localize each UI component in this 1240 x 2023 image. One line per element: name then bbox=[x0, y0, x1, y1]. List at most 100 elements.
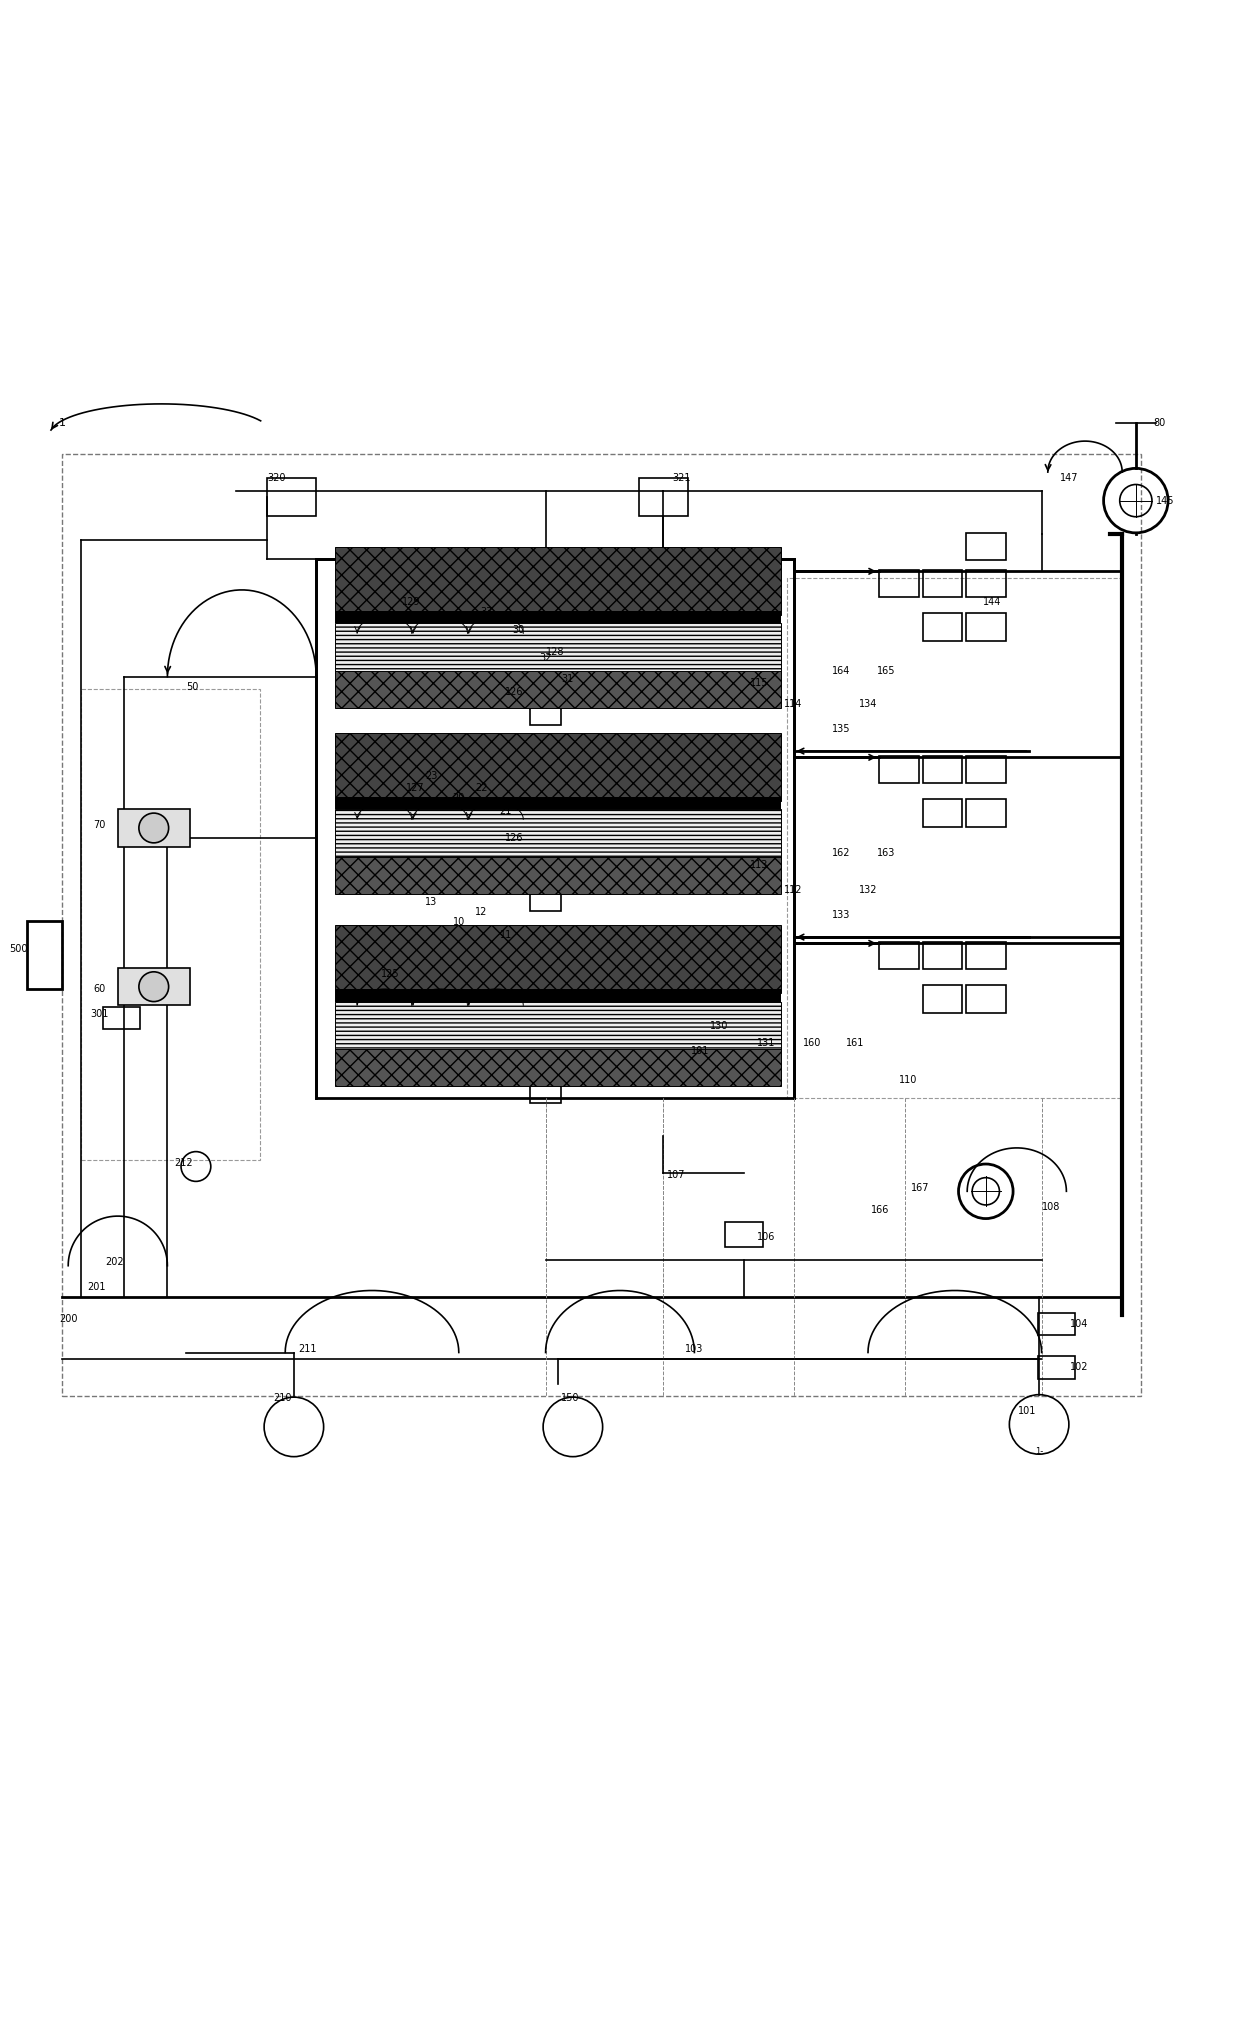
Bar bbox=[27, 920, 62, 989]
Circle shape bbox=[139, 813, 169, 844]
Text: 212: 212 bbox=[174, 1157, 193, 1167]
Text: 160: 160 bbox=[804, 1038, 821, 1048]
Text: 30: 30 bbox=[512, 625, 525, 635]
Text: 22: 22 bbox=[475, 783, 487, 793]
Bar bbox=[335, 856, 781, 894]
Text: 60: 60 bbox=[93, 983, 105, 993]
Bar bbox=[725, 1222, 763, 1246]
Text: 500: 500 bbox=[10, 945, 27, 955]
Bar bbox=[879, 570, 919, 597]
Text: 11: 11 bbox=[500, 931, 512, 939]
Text: 128: 128 bbox=[547, 647, 564, 657]
Text: 201: 201 bbox=[88, 1283, 105, 1293]
Text: 50: 50 bbox=[186, 682, 198, 692]
Text: 20: 20 bbox=[453, 793, 465, 803]
Text: 129: 129 bbox=[403, 597, 420, 607]
Bar bbox=[335, 925, 781, 993]
Bar bbox=[335, 1001, 781, 1052]
Text: 126: 126 bbox=[506, 833, 523, 844]
Bar bbox=[267, 477, 316, 516]
Text: 107: 107 bbox=[667, 1169, 684, 1179]
Text: 161: 161 bbox=[847, 1038, 864, 1048]
Text: 70: 70 bbox=[93, 821, 105, 831]
Bar bbox=[335, 732, 781, 801]
Bar bbox=[335, 1048, 781, 1086]
Text: 135: 135 bbox=[832, 724, 849, 734]
Text: 21: 21 bbox=[500, 805, 512, 815]
Circle shape bbox=[139, 971, 169, 1001]
Text: 10: 10 bbox=[453, 916, 465, 927]
Bar bbox=[531, 1080, 560, 1103]
Text: 134: 134 bbox=[859, 700, 877, 708]
Text: 200: 200 bbox=[60, 1315, 77, 1323]
Text: 166: 166 bbox=[872, 1206, 889, 1216]
Text: 131: 131 bbox=[758, 1038, 775, 1048]
Text: 301: 301 bbox=[91, 1009, 108, 1020]
Text: 33: 33 bbox=[480, 607, 492, 617]
Bar bbox=[966, 570, 1006, 597]
Bar bbox=[118, 969, 190, 1005]
Text: 102: 102 bbox=[1070, 1361, 1087, 1372]
Bar bbox=[966, 757, 1006, 783]
Text: 110: 110 bbox=[899, 1074, 916, 1084]
Bar bbox=[966, 985, 1006, 1014]
Text: 23: 23 bbox=[425, 771, 438, 781]
Bar bbox=[531, 888, 560, 910]
Text: 32: 32 bbox=[539, 653, 552, 664]
Text: 202: 202 bbox=[104, 1256, 124, 1266]
Text: 132: 132 bbox=[859, 884, 877, 894]
Text: 101: 101 bbox=[1018, 1406, 1035, 1416]
Bar bbox=[335, 797, 781, 809]
Bar bbox=[787, 577, 1122, 1098]
Text: 108: 108 bbox=[1043, 1202, 1060, 1212]
Text: 144: 144 bbox=[983, 597, 1001, 607]
Text: 320: 320 bbox=[268, 473, 285, 483]
Text: 114: 114 bbox=[785, 700, 802, 708]
Bar bbox=[531, 702, 560, 724]
Text: 165: 165 bbox=[878, 666, 895, 676]
Text: 145: 145 bbox=[1157, 496, 1174, 506]
Bar bbox=[316, 558, 794, 1098]
Bar bbox=[879, 757, 919, 783]
Text: 103: 103 bbox=[686, 1343, 703, 1353]
Text: 31: 31 bbox=[562, 674, 574, 684]
Text: 133: 133 bbox=[832, 910, 849, 920]
Text: 162: 162 bbox=[832, 848, 849, 858]
Bar bbox=[966, 532, 1006, 560]
Bar bbox=[335, 670, 781, 708]
Bar bbox=[335, 546, 781, 615]
Text: 80: 80 bbox=[1153, 417, 1166, 427]
Bar bbox=[335, 809, 781, 860]
Bar bbox=[923, 613, 962, 641]
Bar bbox=[81, 690, 260, 1161]
Text: 164: 164 bbox=[832, 666, 849, 676]
Bar bbox=[966, 799, 1006, 827]
Text: 112: 112 bbox=[785, 884, 802, 894]
Bar bbox=[335, 611, 781, 623]
Text: 210: 210 bbox=[274, 1394, 291, 1404]
Bar bbox=[1038, 1355, 1075, 1378]
Bar bbox=[923, 799, 962, 827]
Text: 124: 124 bbox=[425, 993, 443, 1003]
Bar bbox=[639, 477, 688, 516]
Text: 321: 321 bbox=[673, 473, 691, 483]
Bar bbox=[966, 943, 1006, 969]
Text: 113: 113 bbox=[750, 860, 768, 870]
Text: 125: 125 bbox=[381, 969, 401, 979]
Bar bbox=[335, 989, 781, 1001]
Bar bbox=[923, 757, 962, 783]
Bar bbox=[923, 985, 962, 1014]
Bar bbox=[879, 943, 919, 969]
Bar bbox=[62, 453, 1141, 1396]
Text: 104: 104 bbox=[1070, 1319, 1087, 1329]
Bar bbox=[335, 623, 781, 674]
Bar bbox=[923, 570, 962, 597]
Bar bbox=[966, 613, 1006, 641]
Bar bbox=[1038, 1313, 1075, 1335]
Text: 1: 1 bbox=[58, 417, 66, 427]
Text: 13: 13 bbox=[425, 898, 438, 908]
Text: 150: 150 bbox=[562, 1394, 579, 1404]
Text: 163: 163 bbox=[878, 848, 895, 858]
Text: 147: 147 bbox=[1060, 473, 1078, 483]
Text: 167: 167 bbox=[911, 1183, 929, 1194]
